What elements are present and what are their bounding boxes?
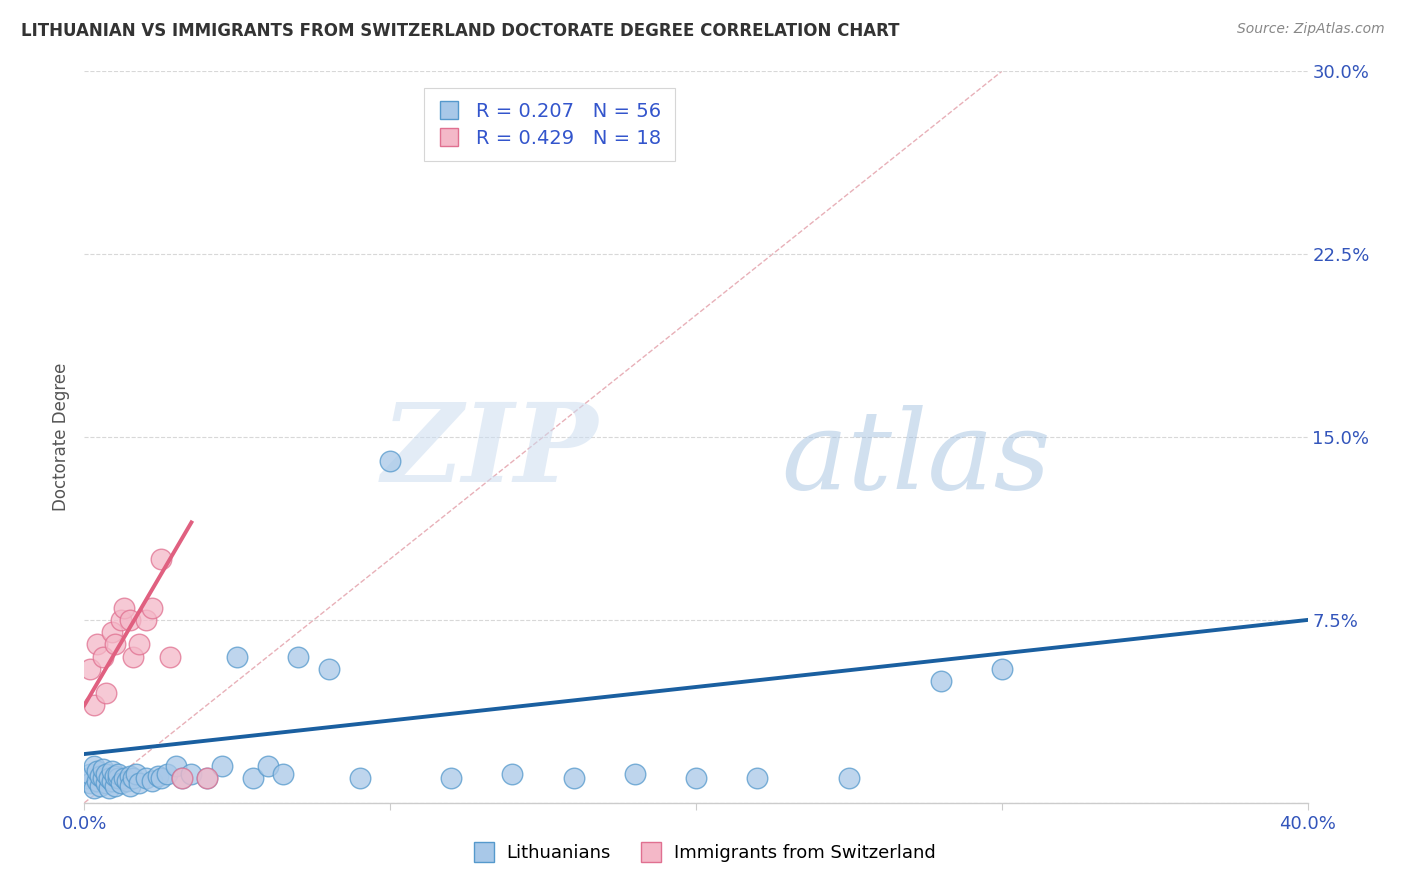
Point xyxy=(104,779,127,793)
Point xyxy=(125,766,148,780)
Point xyxy=(838,772,860,786)
Point xyxy=(89,779,111,793)
Point xyxy=(86,773,108,788)
Point xyxy=(104,769,127,783)
Point xyxy=(180,766,202,780)
Point xyxy=(195,772,218,786)
Point xyxy=(141,600,163,615)
Point xyxy=(624,766,647,780)
Point xyxy=(128,637,150,651)
Point xyxy=(120,779,142,793)
Point xyxy=(79,766,101,780)
Point xyxy=(91,649,114,664)
Point xyxy=(104,637,127,651)
Point xyxy=(91,762,114,776)
Point xyxy=(83,781,105,796)
Point xyxy=(271,766,294,780)
Text: ZIP: ZIP xyxy=(381,398,598,506)
Legend: R = 0.207   N = 56, R = 0.429   N = 18: R = 0.207 N = 56, R = 0.429 N = 18 xyxy=(423,88,675,161)
Point xyxy=(91,772,114,786)
Point xyxy=(159,649,181,664)
Point xyxy=(195,772,218,786)
Point xyxy=(89,769,111,783)
Point xyxy=(120,613,142,627)
Point xyxy=(149,772,172,786)
Text: Source: ZipAtlas.com: Source: ZipAtlas.com xyxy=(1237,22,1385,37)
Point xyxy=(991,662,1014,676)
Point xyxy=(83,698,105,713)
Point xyxy=(97,772,120,786)
Text: atlas: atlas xyxy=(782,405,1052,513)
Point xyxy=(440,772,463,786)
Point xyxy=(747,772,769,786)
Point xyxy=(380,454,402,468)
Point xyxy=(110,776,132,790)
Point xyxy=(242,772,264,786)
Point xyxy=(156,766,179,780)
Point xyxy=(349,772,371,786)
Point xyxy=(211,759,233,773)
Point xyxy=(685,772,707,786)
Legend: Lithuanians, Immigrants from Switzerland: Lithuanians, Immigrants from Switzerland xyxy=(463,838,943,870)
Point xyxy=(110,613,132,627)
Point xyxy=(112,772,135,786)
Point xyxy=(97,781,120,796)
Point xyxy=(94,686,117,700)
Point xyxy=(112,600,135,615)
Point xyxy=(172,772,194,786)
Point xyxy=(86,637,108,651)
Point xyxy=(257,759,280,773)
Point xyxy=(146,769,169,783)
Point xyxy=(226,649,249,664)
Point xyxy=(165,759,187,773)
Point xyxy=(79,776,101,790)
Point xyxy=(107,766,129,780)
Point xyxy=(141,773,163,788)
Point xyxy=(122,772,145,786)
Point xyxy=(101,764,124,778)
Point xyxy=(79,662,101,676)
Point xyxy=(115,773,138,788)
Point xyxy=(135,613,157,627)
Point xyxy=(502,766,524,780)
Point xyxy=(101,773,124,788)
Point xyxy=(94,766,117,780)
Point xyxy=(149,552,172,566)
Point xyxy=(128,776,150,790)
Point xyxy=(287,649,309,664)
Point xyxy=(86,764,108,778)
Point xyxy=(929,673,952,688)
Point xyxy=(562,772,585,786)
Y-axis label: Doctorate Degree: Doctorate Degree xyxy=(52,363,70,511)
Point xyxy=(107,772,129,786)
Point xyxy=(318,662,340,676)
Point xyxy=(172,772,194,786)
Point xyxy=(101,625,124,640)
Point xyxy=(83,759,105,773)
Point xyxy=(76,772,98,786)
Point xyxy=(120,769,142,783)
Point xyxy=(122,649,145,664)
Point xyxy=(135,772,157,786)
Point xyxy=(94,776,117,790)
Text: LITHUANIAN VS IMMIGRANTS FROM SWITZERLAND DOCTORATE DEGREE CORRELATION CHART: LITHUANIAN VS IMMIGRANTS FROM SWITZERLAN… xyxy=(21,22,900,40)
